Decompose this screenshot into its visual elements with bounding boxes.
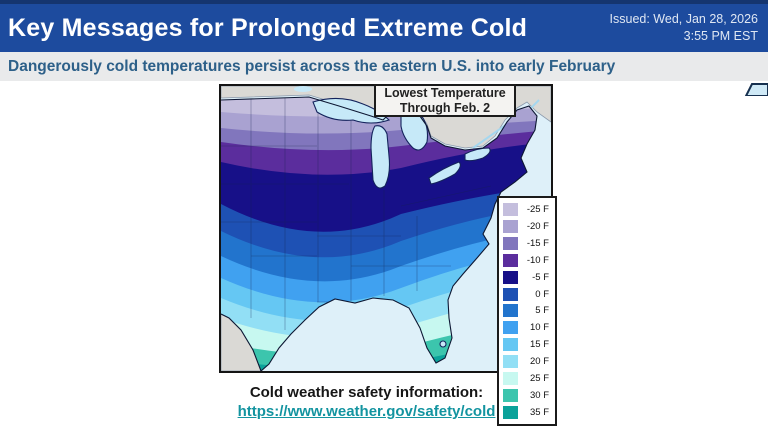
legend-row: 30 F [503, 388, 551, 403]
legend-row: 25 F [503, 371, 551, 386]
temperature-map [219, 84, 553, 373]
cropped-graphic-corner [744, 83, 768, 96]
legend-swatch [503, 236, 518, 250]
legend-row: 5 F [503, 303, 551, 318]
legend-swatch [503, 202, 518, 216]
legend-list: -25 F -20 F -15 F -10 F -5 F 0 F 5 F 10 F 15 F 20… [503, 200, 551, 422]
legend-row: -15 F [503, 236, 551, 251]
lake-erie [428, 161, 461, 185]
subtitle-bar: Dangerously cold temperatures persist ac… [0, 52, 768, 81]
legend-swatch [503, 405, 518, 419]
legend-row: -25 F [503, 202, 551, 217]
lake-okeechobee [439, 340, 447, 348]
legend-label: 35 F [529, 406, 549, 418]
map-title-line1: Lowest Temperature [384, 85, 506, 100]
issued-time: 3:55 PM EST [683, 29, 758, 43]
lake-superior [312, 97, 391, 124]
legend-swatch [503, 219, 518, 233]
canada-lake [294, 86, 312, 92]
legend-row: 35 F [503, 405, 551, 420]
legend-label: -10 F [526, 254, 549, 266]
footer: Cold weather safety information: https:/… [219, 384, 514, 421]
state-boundaries [221, 97, 492, 330]
header-bar: Key Messages for Prolonged Extreme Cold … [0, 0, 768, 52]
map-title-box: Lowest Temperature Through Feb. 2 [374, 84, 516, 117]
legend-label: 20 F [529, 356, 549, 368]
legend-row: 15 F [503, 337, 551, 352]
legend-row: -10 F [503, 253, 551, 268]
legend-swatch [503, 253, 518, 267]
legend-row: -20 F [503, 219, 551, 234]
legend-row: 0 F [503, 287, 551, 302]
great-lakes [312, 97, 491, 348]
safety-info-label: Cold weather safety information: [249, 384, 484, 401]
legend-label: 30 F [529, 390, 549, 402]
legend-swatch [503, 338, 518, 352]
map-title-line2: Through Feb. 2 [399, 100, 491, 115]
legend-label: 15 F [529, 339, 549, 351]
page-title: Key Messages for Prolonged Extreme Cold [8, 13, 528, 42]
legend-label: -5 F [532, 271, 549, 283]
legend-row: 20 F [503, 354, 551, 369]
legend-swatch [503, 304, 518, 318]
legend-swatch [503, 355, 518, 369]
legend-swatch [503, 321, 518, 335]
subtitle-text: Dangerously cold temperatures persist ac… [8, 57, 616, 75]
temperature-legend: -25 F -20 F -15 F -10 F -5 F 0 F 5 F 10 F 15 F 20… [497, 196, 557, 426]
legend-label: 0 F [535, 288, 549, 300]
legend-label: -15 F [526, 237, 549, 249]
lake-michigan [370, 125, 391, 189]
legend-swatch [503, 372, 518, 386]
safety-info-link[interactable]: https://www.weather.gov/safety/cold [237, 403, 496, 420]
us-coastline [221, 96, 538, 371]
lake-ontario [464, 147, 491, 162]
legend-label: -20 F [526, 220, 549, 232]
legend-label: 5 F [535, 305, 549, 317]
legend-row: -5 F [503, 270, 551, 285]
legend-label: 25 F [529, 373, 549, 385]
issued-timestamp: Issued: Wed, Jan 28, 2026 3:55 PM EST [610, 11, 758, 45]
issued-date: Issued: Wed, Jan 28, 2026 [609, 12, 758, 27]
legend-label: -25 F [526, 203, 549, 215]
temperature-map-svg [221, 86, 551, 371]
legend-swatch [503, 287, 518, 301]
legend-swatch [503, 389, 518, 403]
legend-row: 10 F [503, 320, 551, 335]
legend-swatch [503, 270, 518, 284]
legend-label: 10 F [529, 322, 549, 334]
